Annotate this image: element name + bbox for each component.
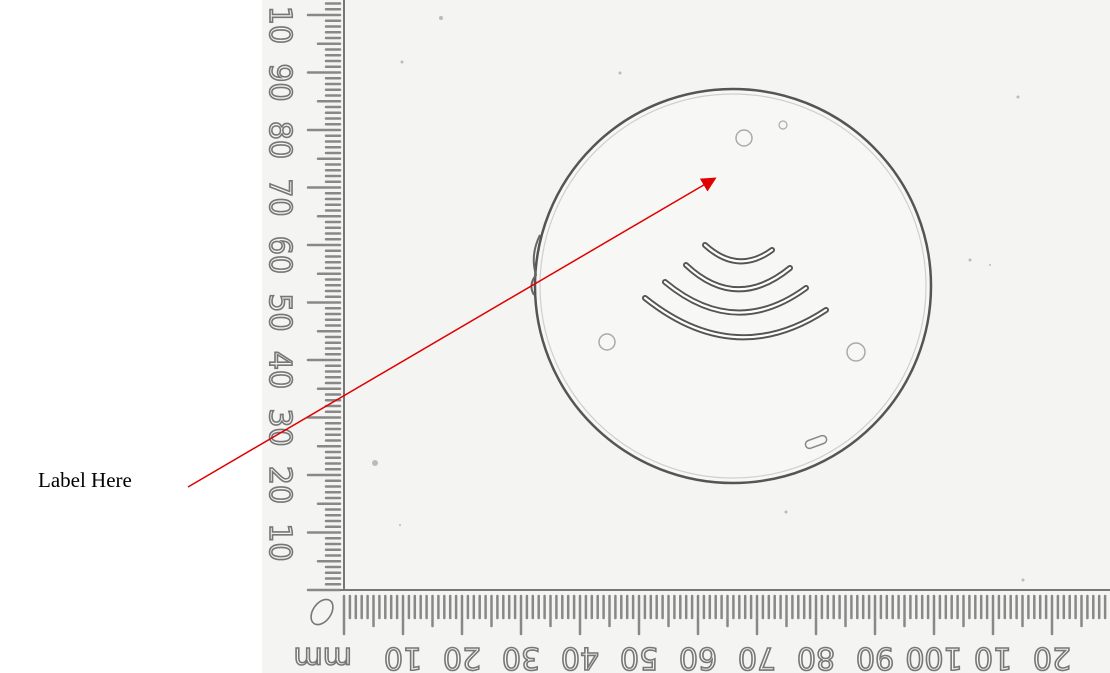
background-speckles (372, 16, 1025, 582)
ruler-number: 20 (443, 640, 481, 673)
ruler-number: 90 (856, 640, 894, 673)
ruler-number: 10 (262, 523, 297, 561)
ruler-number: 20 (1033, 640, 1071, 673)
ruler-number: 40 (561, 640, 599, 673)
ruler-number: 10 (262, 6, 297, 44)
horizontal-ruler: 10 20 30 40 50 60 70 80 90 100 10 20 mm (293, 589, 1110, 673)
ruler-number: 20 (262, 466, 297, 504)
ruler-number: 80 (262, 121, 297, 159)
ruler-number: 10 (384, 640, 422, 673)
callout-label: Label Here (38, 468, 132, 492)
ruler-number: 30 (502, 640, 540, 673)
ruler-number: 60 (262, 236, 297, 274)
callout-arrow (187, 177, 717, 488)
ruler-number: 100 (905, 640, 962, 673)
ruler-number: 10 (974, 640, 1012, 673)
ruler-number: 60 (679, 640, 717, 673)
ruler-number: 50 (262, 293, 297, 331)
ruler-number: 40 (262, 351, 297, 389)
ruler-number: 50 (620, 640, 658, 673)
round-object (530, 87, 933, 485)
ruler-number: 90 (262, 63, 297, 101)
ruler-zero-mark (310, 598, 334, 626)
ruler-number: 70 (262, 178, 297, 216)
ruler-number: 80 (797, 640, 835, 673)
ruler-unit-label: mm (294, 640, 352, 673)
ruler-number: 70 (738, 640, 776, 673)
